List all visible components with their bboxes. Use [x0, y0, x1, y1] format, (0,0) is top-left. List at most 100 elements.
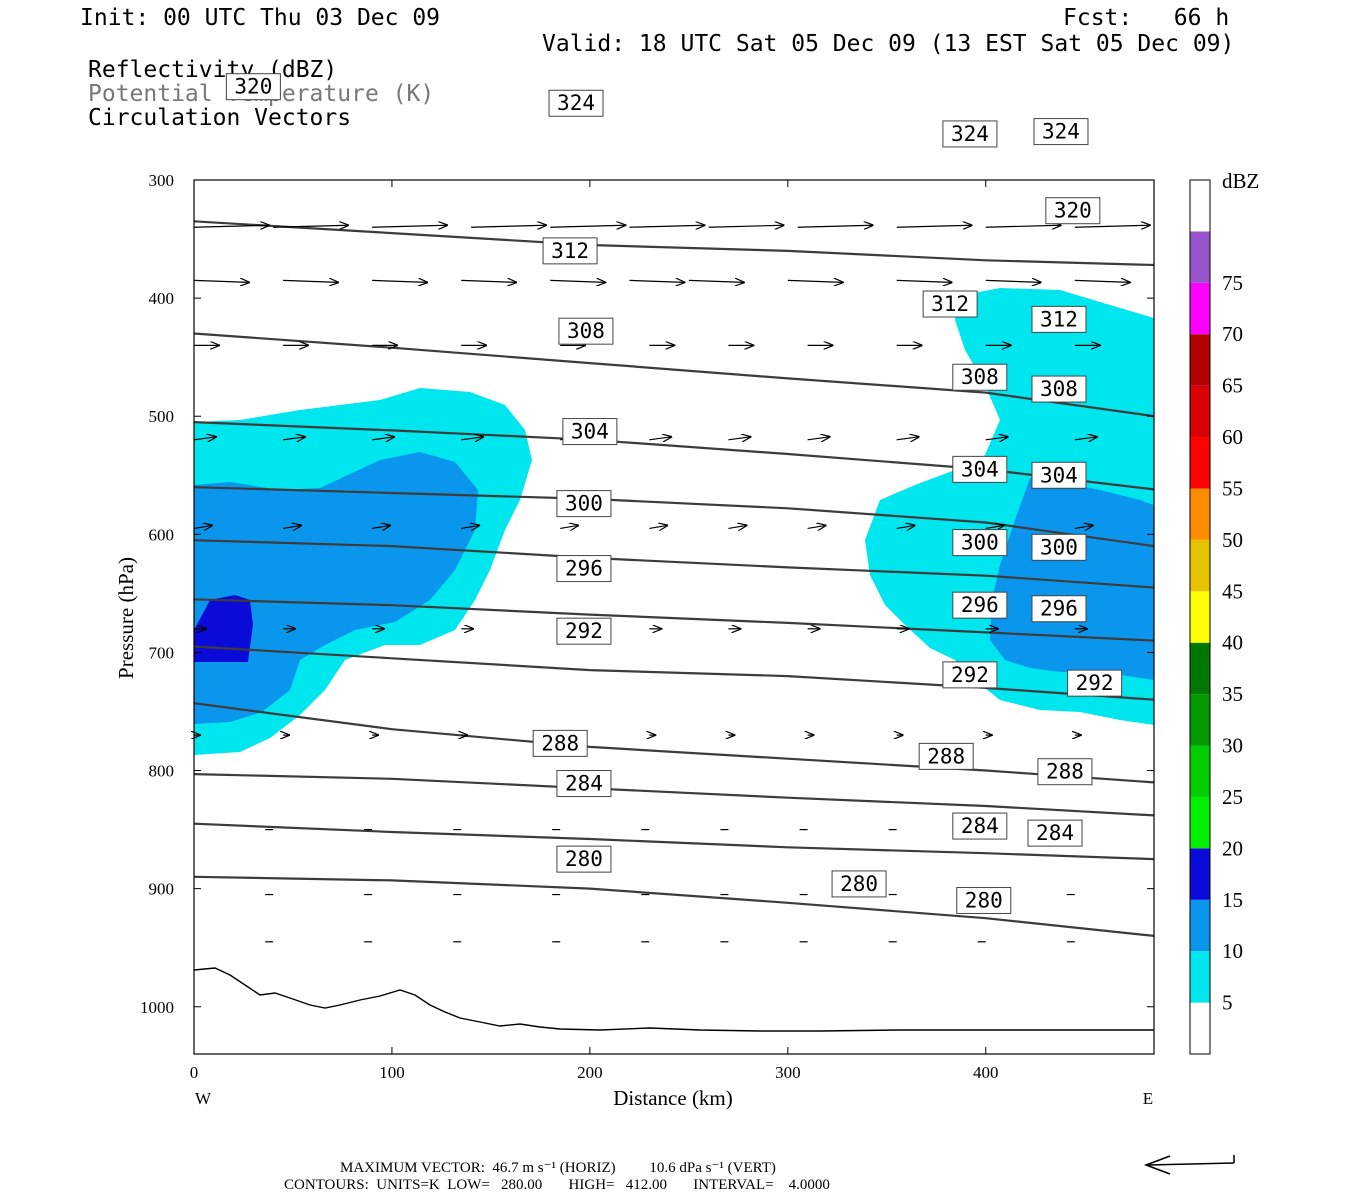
wind-vector — [688, 280, 744, 282]
x-tick-label: 0 — [190, 1063, 199, 1082]
svg-text:312: 312 — [551, 239, 589, 263]
colorbar-block — [1190, 539, 1210, 592]
colorbar-block — [1190, 848, 1210, 900]
colorbar-level-label: 75 — [1222, 271, 1243, 295]
svg-text:284: 284 — [565, 772, 603, 796]
contour-label-300: 300 — [556, 490, 612, 518]
svg-text:288: 288 — [1046, 760, 1084, 784]
svg-text:284: 284 — [961, 814, 999, 838]
max-vector-note: MAXIMUM VECTOR: 46.7 m s⁻¹ (HORIZ) 10.6 … — [340, 1160, 776, 1176]
contour-label-312: 312 — [922, 290, 978, 318]
colorbar-level-label: 70 — [1222, 322, 1243, 346]
x-tick-label: 400 — [973, 1063, 999, 1082]
svg-text:320: 320 — [234, 75, 272, 99]
y-tick-label: 800 — [149, 762, 175, 781]
svg-text:292: 292 — [1076, 671, 1114, 695]
colorbar-block — [1190, 282, 1210, 335]
wind-vector — [728, 437, 750, 440]
svg-text:300: 300 — [961, 531, 999, 555]
colorbar-block — [1190, 437, 1210, 489]
theta-contours — [193, 220, 1155, 937]
contour-label-280: 280 — [831, 870, 887, 898]
svg-text:324: 324 — [557, 91, 595, 115]
wind-vector — [193, 225, 269, 227]
contour-label-288: 288 — [532, 729, 588, 757]
field-reflectivity: Reflectivity (dBZ) — [88, 57, 338, 83]
contour-label-296: 296 — [1031, 595, 1087, 623]
colorbar-block — [1190, 694, 1210, 746]
colorbar-level-label: 30 — [1222, 734, 1243, 758]
theta-contour-288 — [193, 773, 1155, 817]
theta-contour-308 — [193, 486, 1155, 548]
field-vectors: Circulation Vectors — [88, 105, 352, 131]
wind-vector — [787, 280, 843, 282]
contour-label-308: 308 — [1031, 375, 1087, 403]
wind-vector — [896, 280, 952, 282]
contour-label-304: 304 — [952, 455, 1008, 483]
colorbar-block — [1190, 231, 1210, 283]
colorbar-level-label: 45 — [1222, 579, 1243, 603]
svg-text:292: 292 — [951, 663, 989, 687]
svg-text:304: 304 — [571, 420, 609, 444]
colorbar-block — [1190, 180, 1210, 232]
theta-contour-304 — [193, 539, 1155, 589]
contour-label-292: 292 — [942, 661, 998, 689]
wind-vector — [372, 225, 447, 227]
x-tick-label: 300 — [775, 1063, 801, 1082]
theta-contour-320 — [193, 332, 1155, 418]
colorbar-block — [1190, 745, 1210, 797]
y-axis-label: Pressure (hPa) — [114, 557, 138, 679]
wind-vector — [550, 280, 605, 282]
forecast-hour: Fcst: 66 h — [1063, 5, 1230, 31]
surface-line — [193, 967, 1154, 1032]
svg-text:320: 320 — [1054, 199, 1092, 223]
contour-label-300: 300 — [952, 529, 1008, 557]
wind-vector — [1074, 225, 1150, 227]
wind-vector — [728, 525, 746, 528]
wind-vector — [807, 525, 826, 528]
colorbar-level-label: 5 — [1222, 991, 1233, 1015]
colorbar-block — [1190, 796, 1210, 849]
x-tick-label: 100 — [379, 1063, 405, 1082]
contour-label-284: 284 — [1027, 819, 1083, 847]
colorbar-level-label: 20 — [1222, 836, 1243, 860]
colorbar-title: dBZ — [1222, 169, 1259, 193]
wind-vector — [1074, 437, 1097, 440]
wind-vector — [708, 225, 784, 227]
contour-label-296: 296 — [952, 591, 1008, 619]
svg-text:300: 300 — [1040, 535, 1078, 559]
svg-text:312: 312 — [1040, 307, 1078, 331]
wind-vector — [471, 225, 546, 227]
contour-label-324: 324 — [1033, 118, 1089, 146]
y-tick-label: 600 — [149, 525, 175, 544]
wind-vector — [896, 437, 919, 440]
svg-text:300: 300 — [565, 492, 603, 516]
svg-text:280: 280 — [565, 847, 603, 871]
colorbar-level-label: 10 — [1222, 939, 1243, 963]
colorbar-level-label: 25 — [1222, 785, 1243, 809]
svg-text:308: 308 — [567, 319, 605, 343]
wind-vector — [461, 525, 479, 528]
contour-label-304: 304 — [1031, 461, 1087, 489]
wind-vector — [193, 525, 212, 528]
x-tick-label: 200 — [577, 1063, 603, 1082]
wind-vector — [649, 525, 667, 528]
wind-vector — [560, 525, 578, 528]
wind-vector — [282, 525, 301, 528]
wind-vector — [193, 437, 216, 440]
colorbar-level-label: 40 — [1222, 631, 1243, 655]
colorbar-block — [1190, 642, 1210, 695]
wind-vector — [372, 280, 427, 282]
svg-text:288: 288 — [927, 744, 965, 768]
contour-label-284: 284 — [952, 812, 1008, 840]
theta-contour-292 — [193, 702, 1155, 784]
contour-label-312: 312 — [1031, 305, 1087, 333]
colorbar-block — [1190, 385, 1210, 438]
svg-text:308: 308 — [1040, 377, 1078, 401]
wind-vector — [797, 225, 873, 227]
wind-vector — [807, 437, 830, 440]
contour-label-312: 312 — [542, 237, 598, 265]
contour-label-296: 296 — [556, 555, 612, 583]
wind-vector — [1074, 280, 1130, 282]
